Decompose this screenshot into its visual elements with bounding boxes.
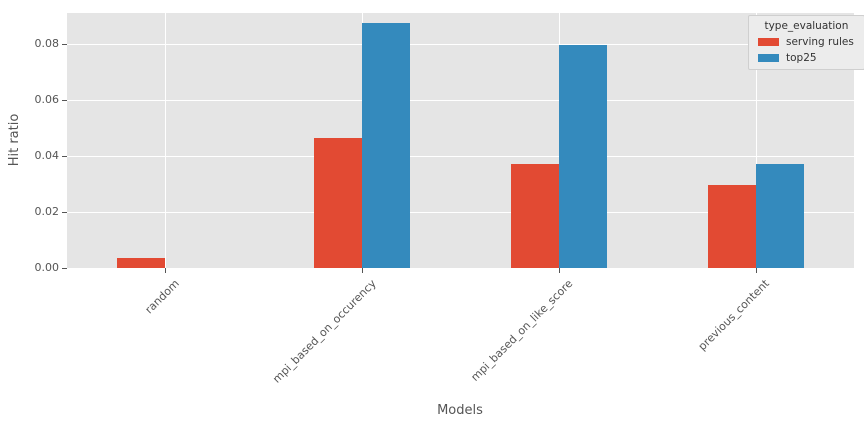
bar-top25-mpi-based-on-like-score (559, 45, 607, 268)
y-tick-label-0.08: 0.08 (34, 37, 60, 50)
x-tick-mark (756, 268, 757, 273)
y-tick-mark (62, 100, 67, 101)
gridline-y-0.06 (67, 100, 854, 101)
bar-serving-rules-previous-content (708, 185, 756, 268)
gridline-y-0.02 (67, 212, 854, 213)
bar-top25-mpi-based-on-occurency (362, 23, 410, 268)
legend-item-top25: top25 (749, 50, 864, 66)
legend-swatch-top25 (758, 54, 779, 62)
x-tick-mark (559, 268, 560, 273)
gridline-y-0.08 (67, 44, 854, 45)
x-tick-label-previous-content: previous_content (695, 277, 772, 354)
bar-serving-rules-random (117, 258, 165, 268)
y-tick-mark (62, 268, 67, 269)
legend-item-serving-rules: serving rules (749, 34, 864, 50)
gridline-x-random (165, 13, 166, 268)
y-tick-label-0.00: 0.00 (34, 261, 60, 274)
legend-label-serving-rules: serving rules (786, 36, 854, 48)
x-tick-mark (362, 268, 363, 273)
x-tick-label-mpi-based-on-like-score: mpi_based_on_like_score (468, 277, 576, 384)
legend-swatch-serving-rules (758, 38, 779, 46)
legend-items: serving rules top25 (749, 34, 864, 66)
x-tick-mark (165, 268, 166, 273)
gridline-x-previous-content (756, 13, 757, 268)
x-tick-label-mpi-based-on-occurency: mpi_based_on_occurency (269, 277, 379, 386)
x-tick-label-random: random (142, 277, 182, 317)
y-tick-mark (62, 212, 67, 213)
legend: type_evaluation serving rules top25 (748, 15, 864, 70)
bar-top25-previous-content (756, 164, 804, 268)
x-axis-label: Models (437, 403, 483, 418)
legend-label-top25: top25 (786, 52, 817, 64)
bar-serving-rules-mpi-based-on-occurency (314, 138, 362, 268)
legend-title: type_evaluation (764, 20, 849, 32)
y-tick-label-0.02: 0.02 (34, 205, 60, 218)
y-tick-mark (62, 156, 67, 157)
plot-area (67, 13, 854, 268)
bar-serving-rules-mpi-based-on-like-score (511, 164, 559, 268)
y-tick-label-0.04: 0.04 (34, 149, 60, 162)
y-tick-mark (62, 44, 67, 45)
y-tick-label-0.06: 0.06 (34, 93, 60, 106)
gridline-y-0.04 (67, 156, 854, 157)
